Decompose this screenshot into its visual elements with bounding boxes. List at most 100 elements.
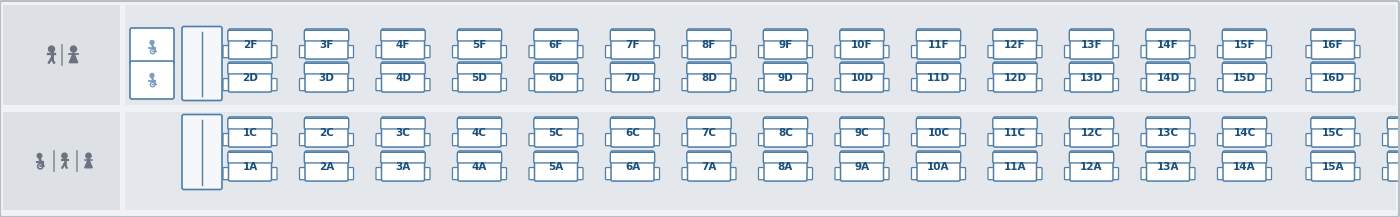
Circle shape <box>70 46 77 52</box>
FancyBboxPatch shape <box>610 117 654 147</box>
FancyBboxPatch shape <box>1147 117 1190 147</box>
FancyBboxPatch shape <box>917 117 960 147</box>
FancyBboxPatch shape <box>840 152 885 163</box>
FancyBboxPatch shape <box>687 118 731 129</box>
FancyBboxPatch shape <box>610 151 654 181</box>
FancyBboxPatch shape <box>228 117 272 147</box>
Text: 8D: 8D <box>701 73 717 83</box>
FancyBboxPatch shape <box>834 46 844 58</box>
FancyBboxPatch shape <box>421 46 430 58</box>
FancyBboxPatch shape <box>421 133 430 146</box>
FancyBboxPatch shape <box>269 168 277 180</box>
Text: 13A: 13A <box>1156 162 1179 172</box>
Text: 10F: 10F <box>851 40 872 50</box>
FancyBboxPatch shape <box>1064 133 1074 146</box>
FancyBboxPatch shape <box>381 63 426 74</box>
Polygon shape <box>69 53 78 63</box>
FancyBboxPatch shape <box>727 133 736 146</box>
FancyBboxPatch shape <box>1141 46 1149 58</box>
FancyBboxPatch shape <box>687 152 731 163</box>
FancyBboxPatch shape <box>535 29 577 59</box>
Text: 9D: 9D <box>777 73 794 83</box>
FancyBboxPatch shape <box>377 168 385 180</box>
Text: 16C: 16C <box>1399 128 1400 138</box>
FancyBboxPatch shape <box>1263 79 1271 91</box>
Text: 3A: 3A <box>395 162 410 172</box>
FancyBboxPatch shape <box>344 46 353 58</box>
FancyBboxPatch shape <box>840 62 883 92</box>
FancyBboxPatch shape <box>535 117 577 147</box>
Text: 12A: 12A <box>1081 162 1103 172</box>
FancyBboxPatch shape <box>993 152 1037 163</box>
FancyBboxPatch shape <box>764 151 806 181</box>
Text: 4D: 4D <box>395 73 412 83</box>
FancyBboxPatch shape <box>535 151 577 181</box>
FancyBboxPatch shape <box>228 62 272 92</box>
FancyBboxPatch shape <box>1218 79 1226 91</box>
Text: 15A: 15A <box>1322 162 1344 172</box>
FancyBboxPatch shape <box>1145 63 1190 74</box>
FancyBboxPatch shape <box>1033 168 1042 180</box>
FancyBboxPatch shape <box>1383 168 1392 180</box>
FancyBboxPatch shape <box>956 46 966 58</box>
FancyBboxPatch shape <box>1310 118 1355 129</box>
FancyBboxPatch shape <box>764 117 806 147</box>
FancyBboxPatch shape <box>916 63 960 74</box>
FancyBboxPatch shape <box>182 26 223 100</box>
FancyBboxPatch shape <box>682 133 690 146</box>
FancyBboxPatch shape <box>1222 152 1267 163</box>
FancyBboxPatch shape <box>533 152 578 163</box>
FancyBboxPatch shape <box>994 151 1036 181</box>
Text: 12F: 12F <box>1004 40 1026 50</box>
FancyBboxPatch shape <box>529 79 538 91</box>
FancyBboxPatch shape <box>304 63 349 74</box>
Text: 1C: 1C <box>242 128 258 138</box>
FancyBboxPatch shape <box>304 152 349 163</box>
Text: 7C: 7C <box>701 128 717 138</box>
FancyBboxPatch shape <box>1224 151 1266 181</box>
FancyBboxPatch shape <box>1224 29 1266 59</box>
FancyBboxPatch shape <box>988 168 997 180</box>
FancyBboxPatch shape <box>763 30 808 41</box>
Text: 3F: 3F <box>319 40 333 50</box>
FancyBboxPatch shape <box>610 152 655 163</box>
FancyBboxPatch shape <box>1070 117 1113 147</box>
FancyBboxPatch shape <box>917 29 960 59</box>
Circle shape <box>38 153 42 158</box>
FancyBboxPatch shape <box>269 46 277 58</box>
FancyBboxPatch shape <box>605 133 615 146</box>
Text: 14D: 14D <box>1156 73 1180 83</box>
FancyBboxPatch shape <box>727 168 736 180</box>
FancyBboxPatch shape <box>1070 30 1114 41</box>
Text: 5F: 5F <box>472 40 487 50</box>
FancyBboxPatch shape <box>458 118 501 129</box>
FancyBboxPatch shape <box>1033 133 1042 146</box>
FancyBboxPatch shape <box>1070 152 1114 163</box>
FancyBboxPatch shape <box>458 152 501 163</box>
FancyBboxPatch shape <box>1186 168 1196 180</box>
FancyBboxPatch shape <box>529 46 538 58</box>
FancyBboxPatch shape <box>1145 118 1190 129</box>
FancyBboxPatch shape <box>916 30 960 41</box>
FancyBboxPatch shape <box>452 46 462 58</box>
Bar <box>3 5 120 105</box>
FancyBboxPatch shape <box>1070 63 1114 74</box>
FancyBboxPatch shape <box>988 79 997 91</box>
FancyBboxPatch shape <box>223 168 232 180</box>
FancyBboxPatch shape <box>840 30 885 41</box>
FancyBboxPatch shape <box>840 117 883 147</box>
Text: 2F: 2F <box>242 40 258 50</box>
FancyBboxPatch shape <box>1224 62 1266 92</box>
FancyBboxPatch shape <box>377 79 385 91</box>
FancyBboxPatch shape <box>911 46 920 58</box>
FancyBboxPatch shape <box>1145 152 1190 163</box>
FancyBboxPatch shape <box>881 133 889 146</box>
FancyBboxPatch shape <box>834 133 844 146</box>
Text: 2D: 2D <box>242 73 258 83</box>
FancyBboxPatch shape <box>804 46 812 58</box>
FancyBboxPatch shape <box>610 30 655 41</box>
FancyBboxPatch shape <box>1070 29 1113 59</box>
FancyBboxPatch shape <box>1110 79 1119 91</box>
Text: 7A: 7A <box>701 162 717 172</box>
FancyBboxPatch shape <box>994 29 1036 59</box>
